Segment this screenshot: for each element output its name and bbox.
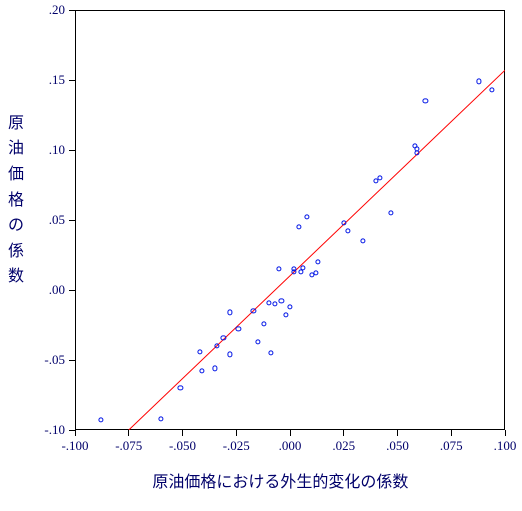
x-tick xyxy=(128,430,129,436)
y-tick-label: .05 xyxy=(49,212,65,228)
x-tick xyxy=(236,430,237,436)
y-axis-title: 原油価格の係数 xyxy=(8,111,24,290)
y-tick-label: .00 xyxy=(49,282,65,298)
x-tick-label: -.025 xyxy=(223,438,250,454)
x-tick-label: -.100 xyxy=(61,438,88,454)
y-tick xyxy=(69,10,75,11)
y-tick-label: .10 xyxy=(49,142,65,158)
x-tick xyxy=(451,430,452,436)
plot-area xyxy=(75,10,505,430)
x-tick xyxy=(75,430,76,436)
x-tick xyxy=(290,430,291,436)
scatter-chart: 原油価格の係数 原油価格における外生的変化の係数 -.100 -.075 -.050… xyxy=(0,0,522,511)
x-tick xyxy=(182,430,183,436)
x-tick-label: .100 xyxy=(494,438,517,454)
y-tick xyxy=(69,360,75,361)
y-tick xyxy=(69,150,75,151)
y-tick-label: .15 xyxy=(49,72,65,88)
y-tick xyxy=(69,80,75,81)
x-tick-label: .000 xyxy=(279,438,302,454)
x-tick-label: -.050 xyxy=(169,438,196,454)
x-axis-title: 原油価格における外生的変化の係数 xyxy=(152,468,408,492)
y-tick-label: .20 xyxy=(49,2,65,18)
x-tick-label: .075 xyxy=(440,438,463,454)
y-tick xyxy=(69,290,75,291)
x-tick-label: .050 xyxy=(386,438,409,454)
x-tick-label: -.075 xyxy=(115,438,142,454)
y-tick xyxy=(69,220,75,221)
y-tick xyxy=(69,430,75,431)
x-tick-label: .025 xyxy=(332,438,355,454)
x-tick xyxy=(505,430,506,436)
x-tick xyxy=(343,430,344,436)
y-tick-label: -.05 xyxy=(44,352,65,368)
y-tick-label: -.10 xyxy=(44,422,65,438)
x-tick xyxy=(397,430,398,436)
